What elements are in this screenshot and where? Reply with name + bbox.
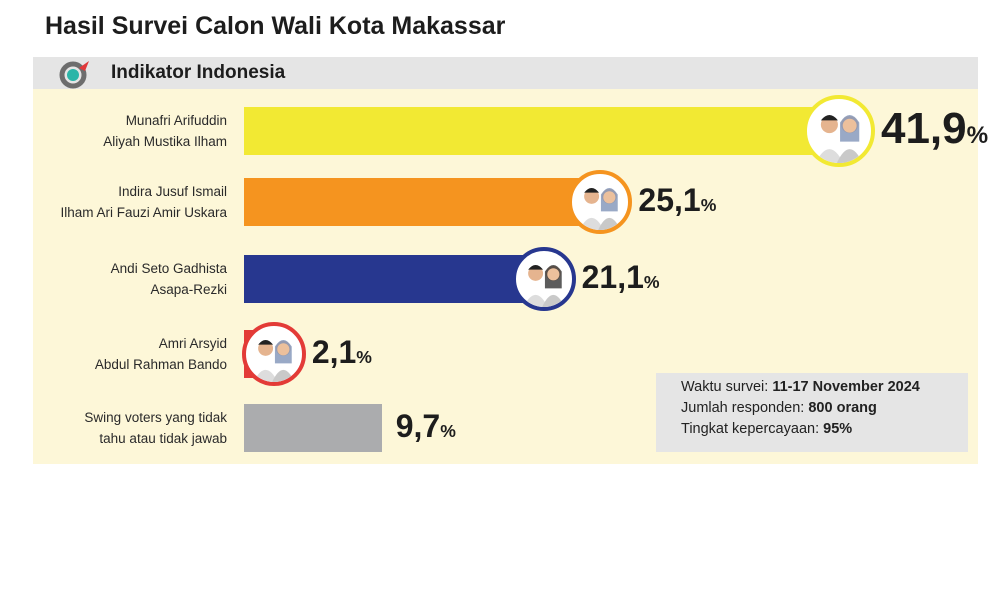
bar xyxy=(244,107,839,155)
value-label: 21,1% xyxy=(582,259,660,296)
candidate-photo-icon xyxy=(802,95,875,167)
category-label-line: Ilham Ari Fauzi Amir Uskara xyxy=(60,205,227,220)
value-number: 9,7 xyxy=(395,408,441,445)
category-label: Munafri Arifuddin Aliyah Mustika Ilham xyxy=(27,110,227,152)
category-label-line: Indira Jusuf Ismail xyxy=(118,184,227,199)
waktu-label: Waktu survei: xyxy=(681,379,773,395)
responden-value: 800 orang xyxy=(808,400,877,416)
value-number: 2,1 xyxy=(311,334,357,371)
survey-info-box: Waktu survei: 11-17 November 2024 Jumlah… xyxy=(656,373,968,452)
value-unit: % xyxy=(356,347,372,368)
candidate-photo-icon xyxy=(511,247,576,311)
waktu-value: 11-17 November 2024 xyxy=(772,379,920,395)
kepercayaan-value: 95% xyxy=(823,421,853,437)
category-label-line: Swing voters yang tidak xyxy=(84,410,227,425)
category-label-line: Amri Arsyid xyxy=(158,336,227,351)
source-name: Indikator Indonesia xyxy=(111,62,286,83)
category-label-line: Munafri Arifuddin xyxy=(125,113,227,128)
value-unit: % xyxy=(966,121,989,149)
category-label-line: Andi Seto Gadhista xyxy=(110,261,227,276)
category-label-line: Abdul Rahman Bando xyxy=(94,357,227,372)
category-label-line: Asapa-Rezki xyxy=(150,282,227,297)
bar xyxy=(244,255,544,303)
chart-title: Hasil Survei Calon Wali Kota Makassar xyxy=(45,12,506,40)
category-label: Swing voters yang tidak tahu atau tidak j… xyxy=(27,407,227,449)
bar xyxy=(244,404,382,452)
value-number: 25,1 xyxy=(638,182,701,219)
value-label: 41,9% xyxy=(881,104,988,154)
value-number: 21,1 xyxy=(581,259,644,296)
category-label: Indira Jusuf Ismail Ilham Ari Fauzi Amir … xyxy=(27,181,227,223)
value-unit: % xyxy=(700,195,717,216)
value-unit: % xyxy=(643,272,660,293)
value-label: 2,1% xyxy=(312,334,372,371)
candidate-photo-icon xyxy=(568,170,633,234)
category-label-line: Aliyah Mustika Ilham xyxy=(103,134,227,149)
category-label: Amri Arsyid Abdul Rahman Bando xyxy=(27,333,227,375)
value-unit: % xyxy=(440,421,456,442)
kepercayaan-label: Tingkat kepercayaan: xyxy=(681,421,824,437)
source-header xyxy=(33,57,978,89)
bar xyxy=(244,178,601,226)
responden-label: Jumlah responden: xyxy=(681,400,809,416)
value-label: 9,7% xyxy=(396,408,456,445)
value-label: 25,1% xyxy=(638,182,716,219)
candidate-photo-icon xyxy=(241,322,306,386)
value-number: 41,9 xyxy=(880,103,967,153)
category-label: Andi Seto Gadhista Asapa-Rezki xyxy=(27,258,227,300)
indikator-logo-icon xyxy=(59,61,89,89)
category-label-line: tahu atau tidak jawab xyxy=(99,431,227,446)
